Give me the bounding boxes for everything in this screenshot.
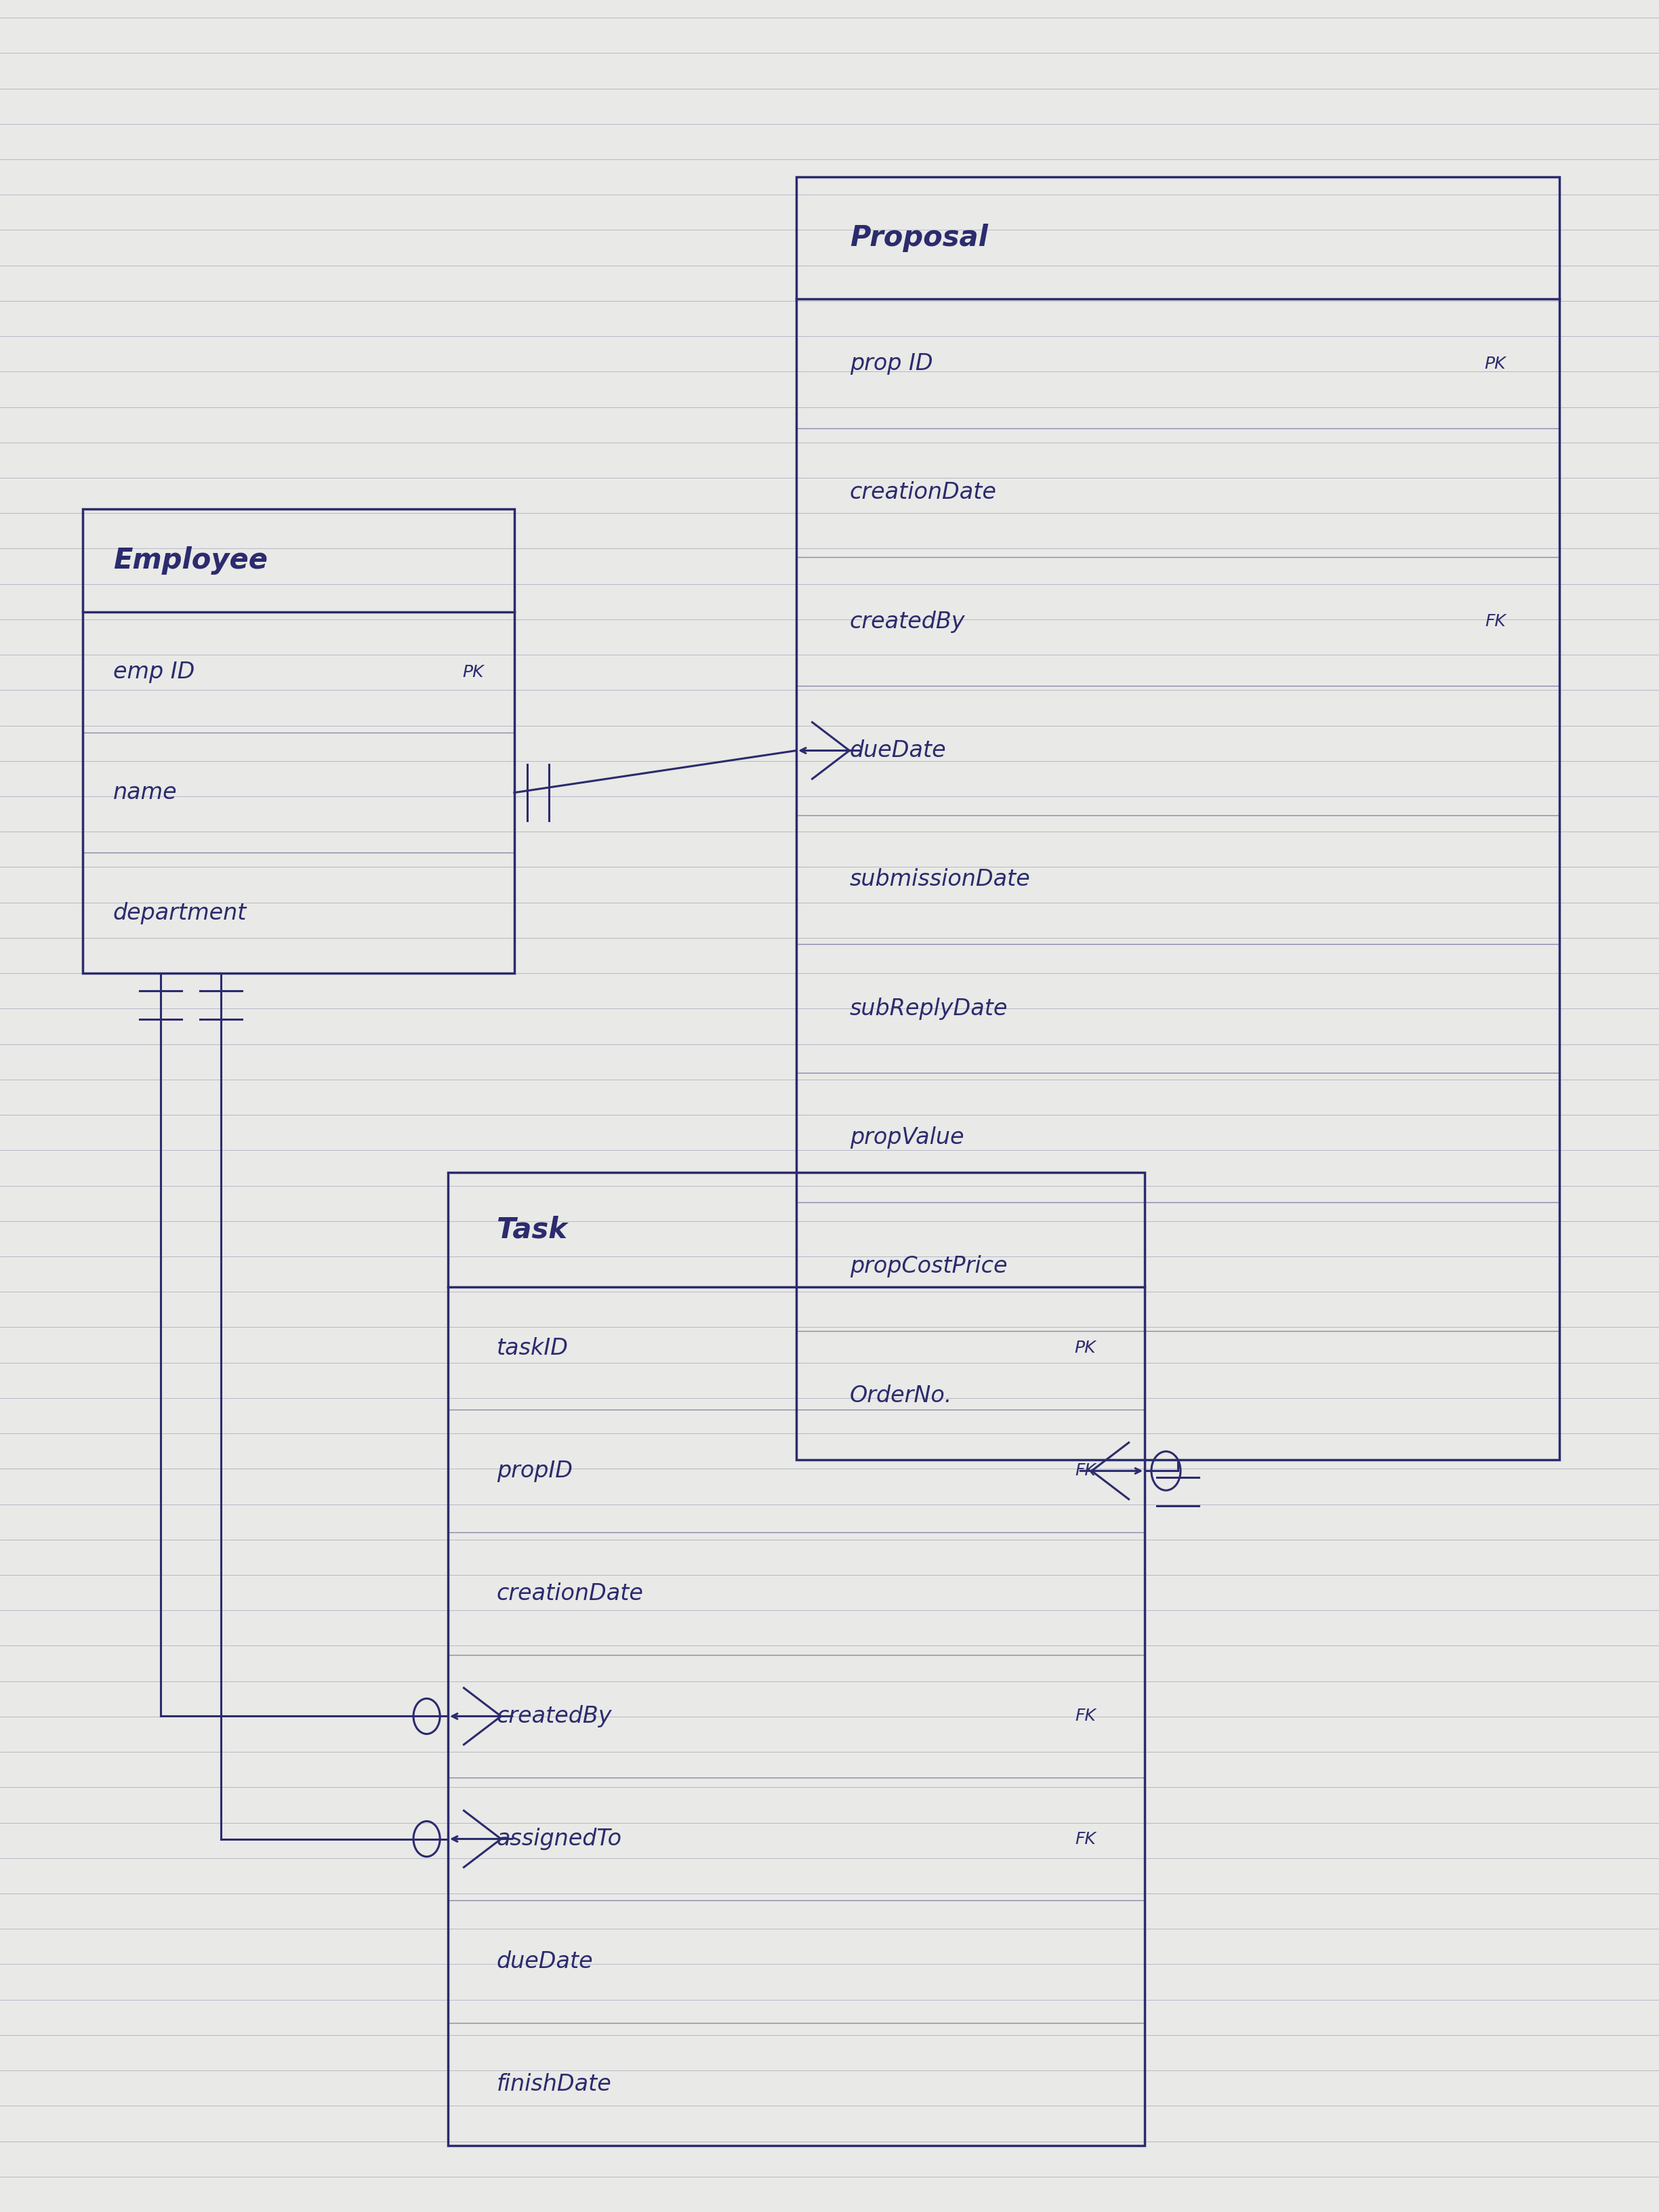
Text: finishDate: finishDate (496, 2073, 612, 2095)
Text: taskID: taskID (496, 1336, 569, 1360)
Text: emp ID: emp ID (113, 661, 194, 684)
Text: Employee: Employee (113, 546, 267, 575)
Text: Task: Task (496, 1214, 567, 1243)
Text: name: name (113, 781, 178, 803)
Text: FK: FK (1075, 1832, 1097, 1847)
Text: subReplyDate: subReplyDate (849, 998, 1009, 1020)
Text: propValue: propValue (849, 1126, 964, 1148)
Text: submissionDate: submissionDate (849, 869, 1030, 891)
Text: department: department (113, 902, 247, 925)
Text: PK: PK (463, 664, 484, 681)
Text: creationDate: creationDate (849, 482, 997, 504)
Text: FK: FK (1075, 1708, 1097, 1725)
Text: creationDate: creationDate (496, 1582, 644, 1604)
Text: propCostPrice: propCostPrice (849, 1254, 1007, 1279)
Bar (83, 509, 514, 973)
Text: PK: PK (1485, 356, 1506, 372)
Text: assignedTo: assignedTo (496, 1827, 622, 1849)
Text: prop ID: prop ID (849, 352, 932, 374)
Text: createdBy: createdBy (849, 611, 966, 633)
Text: Proposal: Proposal (849, 223, 987, 252)
Text: PK: PK (1075, 1340, 1097, 1356)
Text: FK: FK (1075, 1462, 1097, 1480)
Text: FK: FK (1485, 613, 1506, 630)
Bar (448, 1172, 1145, 2146)
Text: dueDate: dueDate (849, 739, 946, 761)
Text: createdBy: createdBy (496, 1705, 612, 1728)
Text: OrderNo.: OrderNo. (849, 1385, 952, 1407)
Bar (796, 177, 1559, 1460)
Text: dueDate: dueDate (496, 1951, 594, 1973)
Text: propID: propID (496, 1460, 572, 1482)
